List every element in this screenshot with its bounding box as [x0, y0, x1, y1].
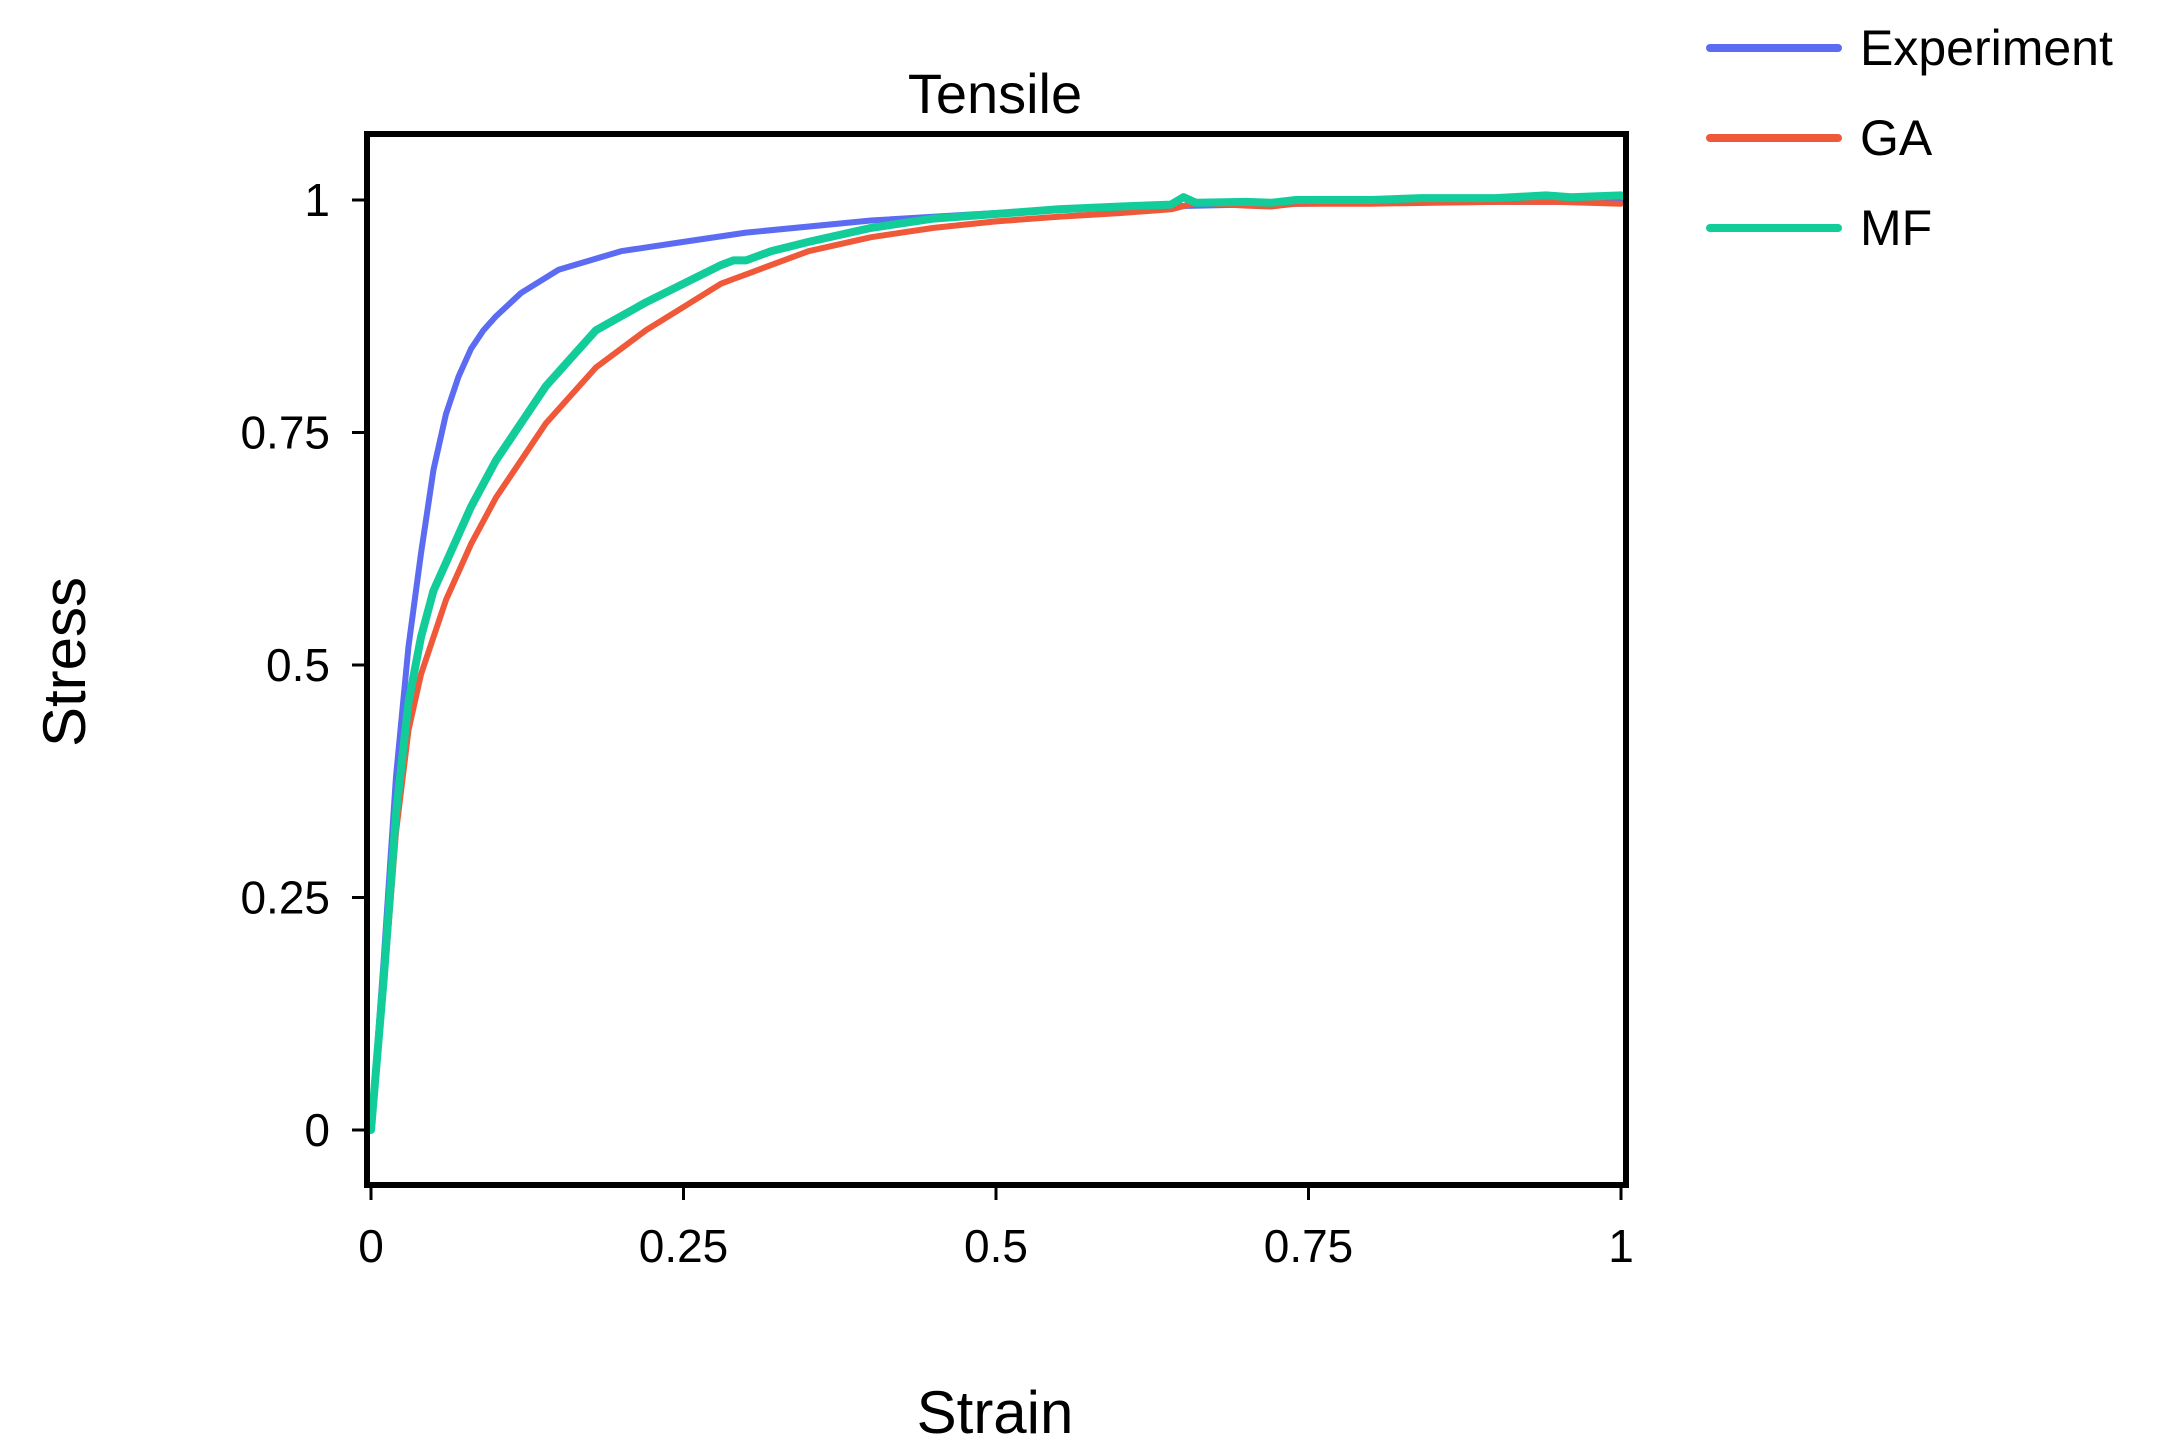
y-axis: 0 0.25 0.5 0.75 1: [240, 174, 367, 1156]
y-tick-label: 1: [304, 174, 330, 226]
y-tick-label: 0: [304, 1104, 330, 1156]
series-line-experiment: [368, 198, 1624, 1133]
y-tick-label: 0.75: [240, 407, 330, 459]
legend-label-ga: GA: [1860, 110, 1933, 166]
x-tick-label: 0.5: [964, 1220, 1028, 1272]
legend: Experiment GA MF: [1706, 20, 2113, 256]
series-line-ga: [368, 198, 1624, 1133]
x-tick-label: 0.25: [639, 1220, 729, 1272]
series-layer: [367, 191, 1625, 1134]
legend-label-mf: MF: [1860, 200, 1932, 256]
x-axis-label: Strain: [917, 1379, 1074, 1446]
y-tick-label: 0.25: [240, 872, 330, 924]
chart-title: Tensile: [908, 62, 1082, 125]
x-tick-label: 0.75: [1264, 1220, 1354, 1272]
y-axis-label: Stress: [31, 577, 98, 747]
legend-label-experiment: Experiment: [1860, 20, 2113, 76]
x-tick-label: 0: [358, 1220, 384, 1272]
x-axis: 0 0.25 0.5 0.75 1: [358, 1185, 1634, 1272]
y-tick-label: 0.5: [266, 639, 330, 691]
plot-frame: [364, 131, 1629, 1188]
x-tick-label: 1: [1608, 1220, 1634, 1272]
series-line-mf: [367, 191, 1625, 1134]
